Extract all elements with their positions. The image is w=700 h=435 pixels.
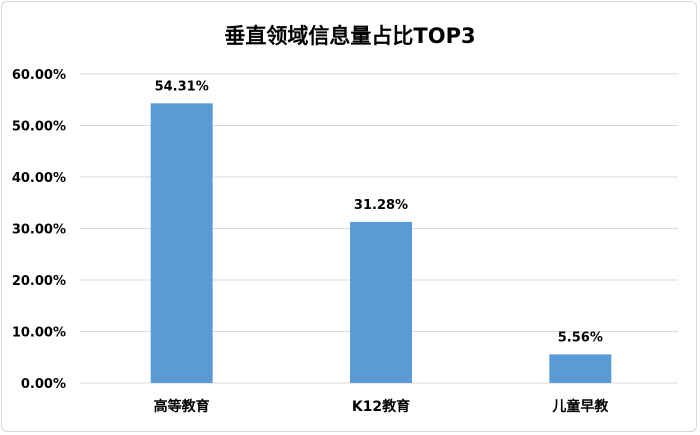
bar bbox=[150, 103, 213, 383]
y-tick-label: 0.00% bbox=[21, 377, 66, 392]
category-label: K12教育 bbox=[352, 398, 410, 415]
y-tick-label: 40.00% bbox=[12, 171, 66, 186]
data-label: 54.31% bbox=[155, 79, 209, 94]
x-axis-categories: 高等教育 K12教育 儿童早教 bbox=[154, 398, 610, 415]
y-tick-label: 20.00% bbox=[12, 274, 66, 289]
category-label: 儿童早教 bbox=[551, 398, 609, 415]
y-tick-label: 10.00% bbox=[12, 326, 66, 341]
y-axis-ticks: 0.00% 10.00% 20.00% 30.00% 40.00% 50.00% 60.00… bbox=[12, 68, 66, 392]
data-label: 31.28% bbox=[354, 198, 408, 213]
bar bbox=[350, 221, 412, 383]
bar bbox=[549, 354, 612, 383]
y-tick-label: 60.00% bbox=[12, 68, 66, 83]
y-tick-label: 30.00% bbox=[12, 223, 66, 238]
y-tick-label: 50.00% bbox=[12, 120, 66, 135]
data-labels: 54.31% 31.28% 5.56% bbox=[155, 79, 603, 345]
bars bbox=[150, 103, 612, 383]
chart-title: 垂直领域信息量占比TOP3 bbox=[224, 24, 475, 48]
data-label: 5.56% bbox=[558, 330, 603, 345]
category-label: 高等教育 bbox=[154, 398, 210, 415]
